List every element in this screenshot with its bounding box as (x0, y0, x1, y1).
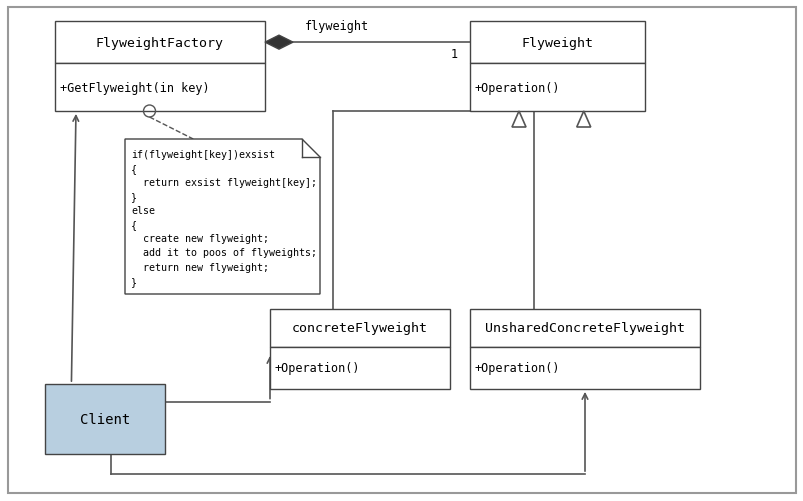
Text: add it to poos of flyweights;: add it to poos of flyweights; (131, 248, 316, 258)
Bar (55, 64, 265, 112)
Text: +GetFlyweight(in key): +GetFlyweight(in key) (60, 82, 210, 95)
Polygon shape (124, 140, 320, 295)
Polygon shape (512, 112, 525, 128)
Text: concreteFlyweight: concreteFlyweight (291, 322, 427, 335)
Text: return new flyweight;: return new flyweight; (131, 262, 269, 272)
Bar (270, 310, 450, 347)
Text: +Operation(): +Operation() (475, 82, 560, 95)
Bar (470, 64, 644, 112)
Text: Client: Client (79, 412, 130, 426)
Text: }: } (131, 192, 137, 202)
Text: if(flyweight[key])exsist: if(flyweight[key])exsist (131, 150, 275, 159)
Bar (270, 347, 450, 389)
Text: 1: 1 (450, 48, 458, 61)
Polygon shape (576, 112, 590, 128)
Text: +Operation(): +Operation() (275, 362, 360, 375)
Bar (45, 384, 165, 454)
Text: return exsist flyweight[key];: return exsist flyweight[key]; (131, 178, 316, 188)
Text: create new flyweight;: create new flyweight; (131, 234, 269, 244)
Text: {: { (131, 220, 137, 230)
Polygon shape (265, 36, 292, 50)
Bar (470, 347, 699, 389)
Text: +Operation(): +Operation() (475, 362, 560, 375)
Text: {: { (131, 164, 137, 174)
Bar (470, 310, 699, 347)
Text: FlyweightFactory: FlyweightFactory (96, 37, 224, 50)
Text: Flyweight: Flyweight (521, 37, 593, 50)
Text: else: else (131, 206, 155, 216)
Text: UnsharedConcreteFlyweight: UnsharedConcreteFlyweight (484, 322, 684, 335)
Text: }: } (131, 276, 137, 286)
Bar (55, 22, 265, 64)
Text: flyweight: flyweight (304, 20, 369, 33)
Bar (470, 22, 644, 64)
